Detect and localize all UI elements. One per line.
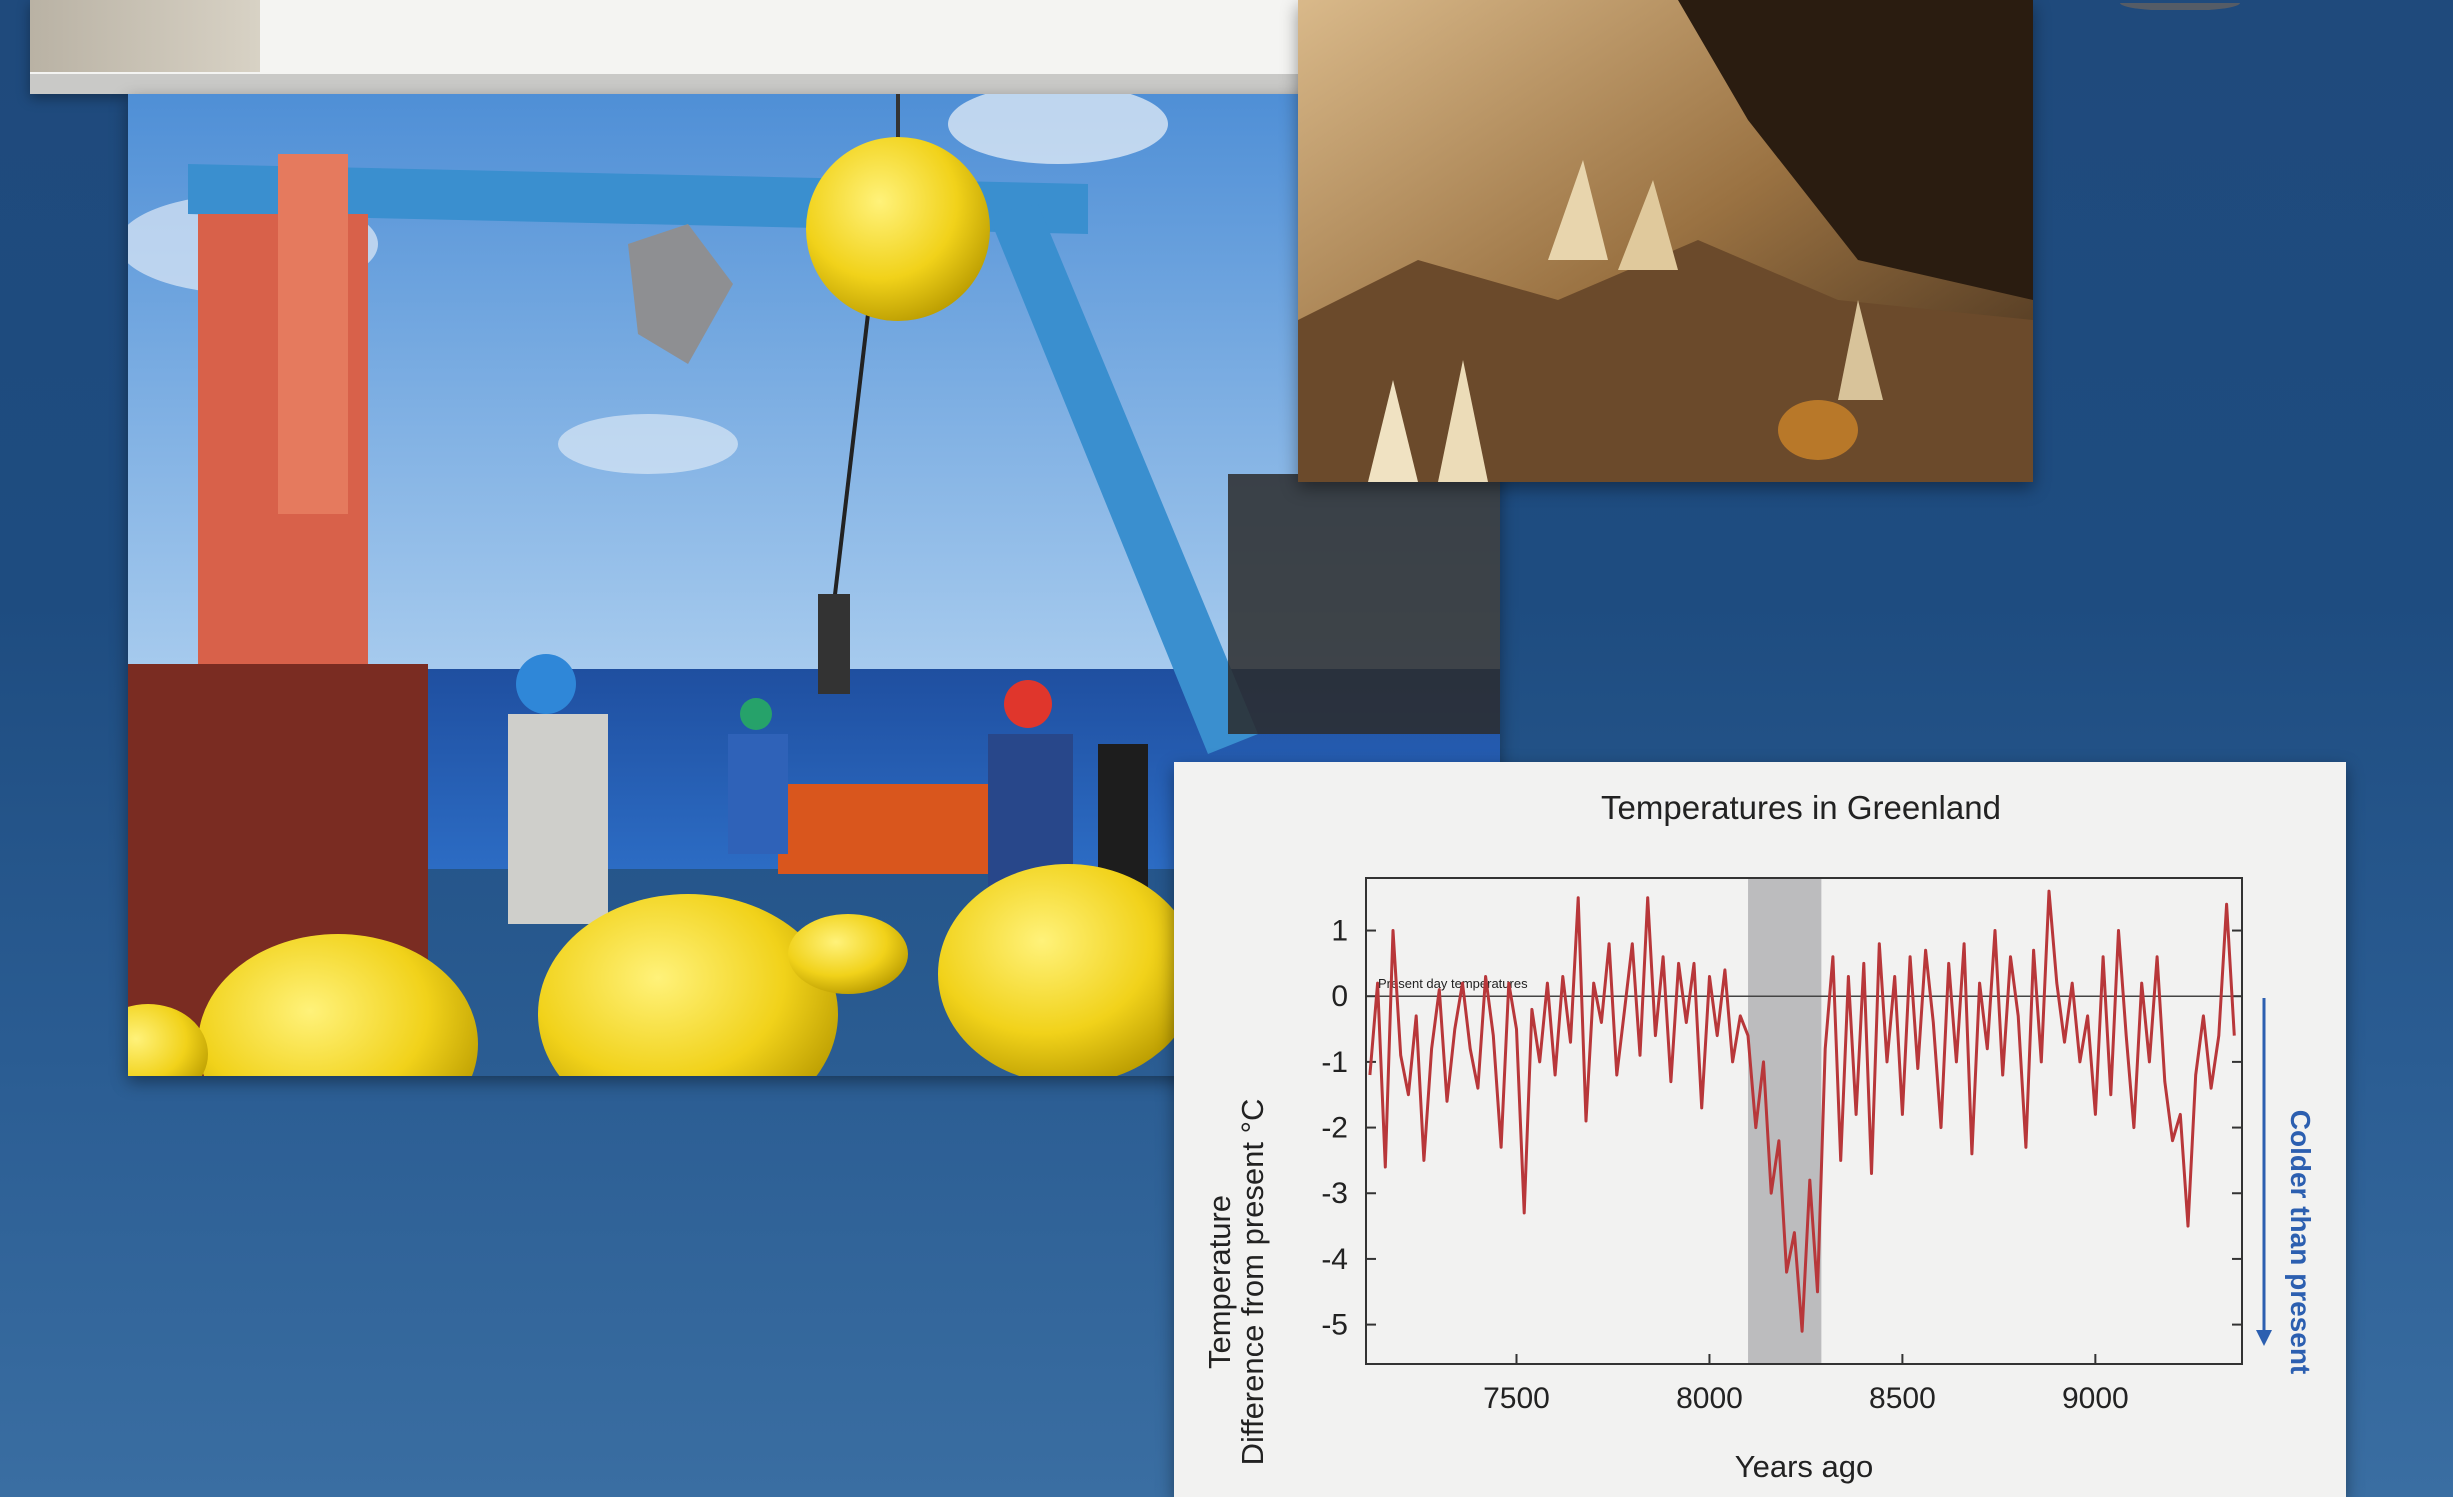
research-ship-deck-photo <box>128 94 1500 1076</box>
x-tick-label: 8500 <box>1869 1382 1936 1415</box>
y-axis-title-line2: Difference from present °C <box>1235 1099 1270 1466</box>
reference-label-background <box>1374 974 1584 993</box>
chart-title: Temperatures in Greenland <box>1601 789 2001 826</box>
corner-decoration <box>2100 0 2300 10</box>
x-axis-ticks: 7500 8000 8500 9000 <box>1483 1354 2129 1415</box>
y-tick-label: 0 <box>1331 980 1348 1013</box>
ship-photo-illustration <box>128 94 1500 1076</box>
chart-svg: Temperatures in Greenland Present day te… <box>1202 789 2316 1484</box>
x-tick-label: 7500 <box>1483 1382 1550 1415</box>
plot-frame <box>1365 877 2243 1365</box>
y-tick-label: 1 <box>1331 915 1348 948</box>
reference-line-label: Present day temperatures <box>1378 976 1528 991</box>
y-tick-label: -1 <box>1321 1046 1348 1079</box>
card-bottom-strip <box>30 74 1300 94</box>
x-tick-label: 8000 <box>1676 1382 1743 1415</box>
cave-photo-illustration <box>1298 0 2033 482</box>
colder-than-present-label: Colder than present <box>2285 1110 2316 1374</box>
y-tick-label: -5 <box>1321 1309 1348 1342</box>
card-thumbnail <box>30 0 260 72</box>
corner-decoration-svg <box>2120 0 2240 10</box>
y-axis-title-line1: Temperature <box>1202 1195 1237 1369</box>
y-tick-label: -2 <box>1321 1112 1348 1145</box>
colder-arrow-head-icon <box>2256 1330 2272 1346</box>
x-tick-label: 9000 <box>2062 1382 2129 1415</box>
shaded-region <box>1748 878 1822 1364</box>
greenland-temperature-chart: Temperatures in Greenland Present day te… <box>1174 762 2346 1497</box>
y-tick-label: -4 <box>1321 1243 1348 1276</box>
x-axis-title: Years ago <box>1735 1449 1873 1484</box>
cave-stalagmites-photo <box>1298 0 2033 482</box>
series-line <box>1368 889 2236 1333</box>
top-card-fragment <box>30 0 1300 94</box>
y-tick-label: -3 <box>1321 1177 1348 1210</box>
